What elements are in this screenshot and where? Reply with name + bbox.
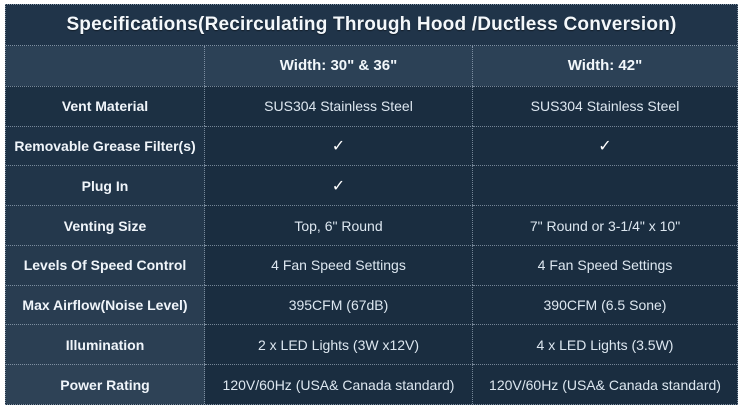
table-body: Width: 30" & 36" Width: 42" Vent Materia…	[6, 46, 737, 405]
spec-row-illumination: Illumination 2 x LED Lights (3W x12V) 4 …	[6, 324, 737, 365]
row-value-42: SUS304 Stainless Steel	[473, 85, 737, 126]
row-label: Venting Size	[6, 205, 205, 245]
row-label: Plug In	[6, 165, 205, 206]
row-value-42: 4 x LED Lights (3.5W)	[473, 324, 737, 365]
row-label: Power Rating	[6, 364, 205, 405]
row-value-42: 120V/60Hz (USA& Canada standard)	[473, 364, 737, 405]
row-value-30-36: SUS304 Stainless Steel	[205, 85, 473, 126]
checkmark-icon: ✓	[473, 125, 737, 166]
row-value-30-36: 120V/60Hz (USA& Canada standard)	[205, 364, 473, 405]
row-value-42: 390CFM (6.5 Sone)	[473, 284, 737, 325]
spec-row-grease-filters: Removable Grease Filter(s) ✓ ✓	[6, 125, 737, 166]
column-header-row: Width: 30" & 36" Width: 42"	[6, 46, 737, 86]
row-value-42: 4 Fan Speed Settings	[473, 244, 737, 285]
row-value-30-36: 2 x LED Lights (3W x12V)	[205, 324, 473, 365]
specifications-table: Specifications(Recirculating Through Hoo…	[5, 4, 738, 405]
spec-row-speed-control: Levels Of Speed Control 4 Fan Speed Sett…	[6, 244, 737, 285]
row-label: Max Airflow(Noise Level)	[6, 284, 205, 325]
row-label: Removable Grease Filter(s)	[6, 125, 205, 166]
row-value-30-36: Top, 6" Round	[205, 205, 473, 245]
row-label: Levels Of Speed Control	[6, 244, 205, 285]
table-title: Specifications(Recirculating Through Hoo…	[6, 5, 737, 46]
spec-row-max-airflow: Max Airflow(Noise Level) 395CFM (67dB) 3…	[6, 284, 737, 325]
checkmark-icon: ✓	[205, 125, 473, 166]
row-label: Vent Material	[6, 85, 205, 126]
spec-row-vent-material: Vent Material SUS304 Stainless Steel SUS…	[6, 85, 737, 126]
column-header-width-42: Width: 42"	[473, 46, 737, 86]
column-header-width-30-36: Width: 30" & 36"	[205, 46, 473, 86]
row-label: Illumination	[6, 324, 205, 365]
spec-row-venting-size: Venting Size Top, 6" Round 7" Round or 3…	[6, 205, 737, 245]
row-value-42: 7" Round or 3-1/4" x 10"	[473, 205, 737, 245]
row-value-30-36: 4 Fan Speed Settings	[205, 244, 473, 285]
checkmark-icon: ✓	[205, 165, 473, 206]
empty-cell	[473, 165, 737, 206]
column-header-blank	[6, 46, 205, 86]
spec-row-plug-in: Plug In ✓	[6, 165, 737, 206]
row-value-30-36: 395CFM (67dB)	[205, 284, 473, 325]
spec-row-power-rating: Power Rating 120V/60Hz (USA& Canada stan…	[6, 364, 737, 405]
